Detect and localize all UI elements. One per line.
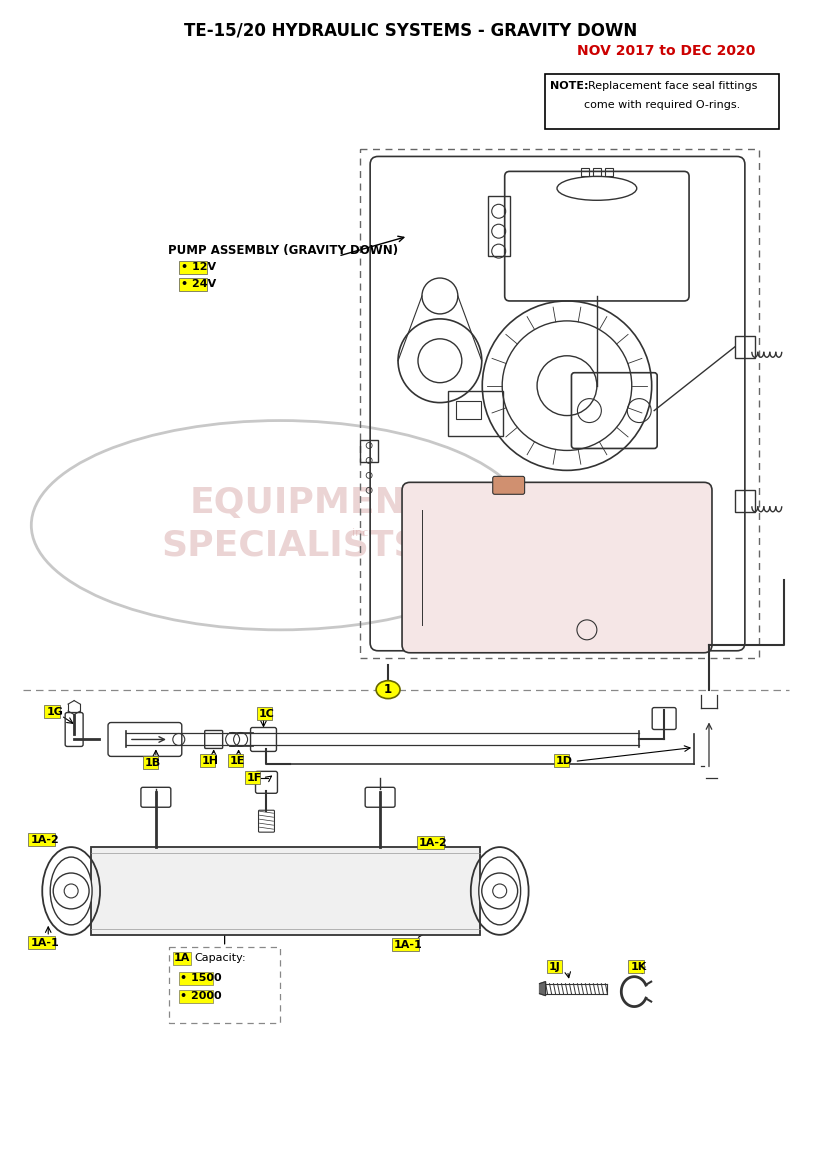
Text: NOV 2017 to DEC 2020: NOV 2017 to DEC 2020 (578, 44, 756, 58)
Bar (143, 756, 159, 769)
Text: 1K: 1K (630, 962, 647, 972)
Text: NOTE:: NOTE: (550, 81, 588, 91)
Text: EQUIPMENT: EQUIPMENT (190, 487, 430, 520)
Bar (360, 149, 759, 658)
Text: 1C: 1C (258, 708, 274, 719)
Bar (179, 972, 212, 985)
Polygon shape (540, 981, 546, 995)
FancyBboxPatch shape (402, 482, 712, 652)
Text: 1B: 1B (145, 759, 161, 768)
Bar (91, 847, 480, 935)
Bar (28, 833, 55, 846)
Ellipse shape (376, 680, 400, 699)
Bar (581, 168, 589, 176)
Bar (28, 936, 55, 949)
Bar (360, 440, 378, 462)
Bar (173, 952, 191, 965)
Bar (228, 754, 243, 768)
Bar (605, 168, 613, 176)
Text: 1F: 1F (247, 774, 262, 783)
Bar (257, 706, 272, 720)
Text: 1A: 1A (174, 952, 190, 963)
Bar (179, 278, 207, 291)
Bar (417, 836, 444, 850)
Text: 1G: 1G (46, 706, 63, 717)
Ellipse shape (479, 857, 521, 924)
Bar (735, 336, 755, 358)
Text: 1A-2: 1A-2 (30, 836, 59, 845)
Bar (44, 705, 60, 718)
Bar (179, 261, 207, 274)
Text: 1D: 1D (556, 756, 573, 767)
Text: 1A-1: 1A-1 (394, 939, 423, 950)
Bar (545, 74, 779, 128)
Bar (546, 959, 562, 972)
Text: 1H: 1H (202, 756, 219, 767)
Text: 1A-2: 1A-2 (419, 838, 448, 848)
Ellipse shape (50, 857, 92, 924)
Text: PUMP ASSEMBLY (GRAVITY DOWN): PUMP ASSEMBLY (GRAVITY DOWN) (168, 244, 398, 257)
Text: 1J: 1J (549, 962, 560, 972)
FancyBboxPatch shape (493, 476, 524, 495)
Text: come with required O-rings.: come with required O-rings. (584, 99, 740, 110)
Text: • 2000: • 2000 (179, 991, 221, 1000)
Text: Capacity:: Capacity: (195, 952, 246, 963)
Text: inc: inc (352, 529, 369, 538)
Text: 1: 1 (384, 683, 392, 697)
Bar (488, 196, 509, 256)
Bar (244, 771, 260, 784)
Bar (628, 959, 644, 972)
Bar (448, 391, 503, 435)
Bar (392, 938, 419, 951)
Bar (179, 990, 212, 1002)
Bar (169, 946, 281, 1022)
Text: • 12V: • 12V (181, 263, 216, 272)
Bar (554, 754, 569, 768)
Bar (456, 400, 481, 419)
Bar (593, 168, 601, 176)
Text: • 24V: • 24V (181, 279, 216, 289)
Text: 1E: 1E (230, 756, 245, 767)
Bar (200, 754, 216, 768)
Text: SPECIALISTS: SPECIALISTS (161, 529, 420, 562)
Text: • 1500: • 1500 (179, 972, 221, 983)
Bar (735, 490, 755, 512)
Text: 1A-1: 1A-1 (30, 938, 59, 948)
Text: Replacement face seal fittings: Replacement face seal fittings (588, 81, 758, 91)
Text: TE-15/20 HYDRAULIC SYSTEMS - GRAVITY DOWN: TE-15/20 HYDRAULIC SYSTEMS - GRAVITY DOW… (184, 22, 638, 40)
